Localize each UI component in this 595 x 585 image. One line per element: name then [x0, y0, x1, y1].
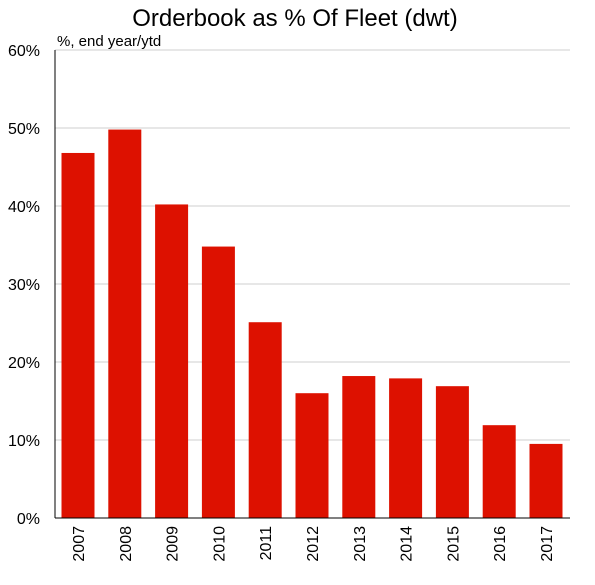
chart-subtitle: %, end year/ytd — [57, 33, 161, 50]
bar-2013 — [342, 376, 376, 518]
x-tick-label: 2014 — [399, 526, 416, 562]
y-tick-label: 30% — [8, 277, 40, 294]
bar-2015 — [435, 386, 469, 518]
y-tick-label: 10% — [8, 433, 40, 450]
x-tick-label: 2007 — [71, 526, 88, 562]
x-tick-label: 2015 — [445, 526, 462, 562]
y-tick-label: 0% — [17, 511, 40, 528]
bar-2007 — [61, 152, 95, 518]
y-tick-label: 60% — [8, 43, 40, 60]
bar-2017 — [529, 443, 563, 518]
chart-title: Orderbook as % Of Fleet (dwt) — [132, 5, 457, 32]
bars — [61, 129, 563, 518]
x-tick-label: 2011 — [258, 526, 275, 561]
bar-2010 — [201, 246, 235, 518]
x-tick-label: 2009 — [165, 526, 182, 562]
bar-2016 — [482, 425, 516, 518]
bar-2011 — [248, 322, 282, 518]
bar-2008 — [108, 129, 142, 518]
x-tick-label: 2008 — [118, 526, 135, 562]
y-tick-label: 20% — [8, 355, 40, 372]
x-tick-label: 2016 — [492, 526, 509, 562]
bar-2012 — [295, 393, 329, 518]
x-tick-label: 2013 — [352, 526, 369, 562]
x-tick-label: 2010 — [211, 526, 228, 562]
y-tick-label: 40% — [8, 199, 40, 216]
x-tick-label: 2017 — [539, 526, 556, 562]
bar-2009 — [155, 204, 189, 518]
y-axis-ticks: 0% 10% 20% 30% 40% 50% 60% — [8, 43, 40, 528]
x-axis-ticks: 2007 2008 2009 2010 2011 2012 2013 2014 2015 2016… — [71, 526, 556, 562]
y-tick-label: 50% — [8, 121, 40, 138]
bar-2014 — [389, 378, 423, 518]
x-tick-label: 2012 — [305, 526, 322, 562]
